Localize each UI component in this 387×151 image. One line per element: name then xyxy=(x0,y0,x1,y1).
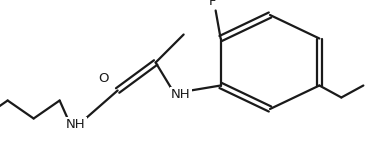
Text: NH: NH xyxy=(171,88,190,101)
Text: NH: NH xyxy=(66,118,86,131)
Text: F: F xyxy=(209,0,216,8)
Text: O: O xyxy=(98,72,109,85)
